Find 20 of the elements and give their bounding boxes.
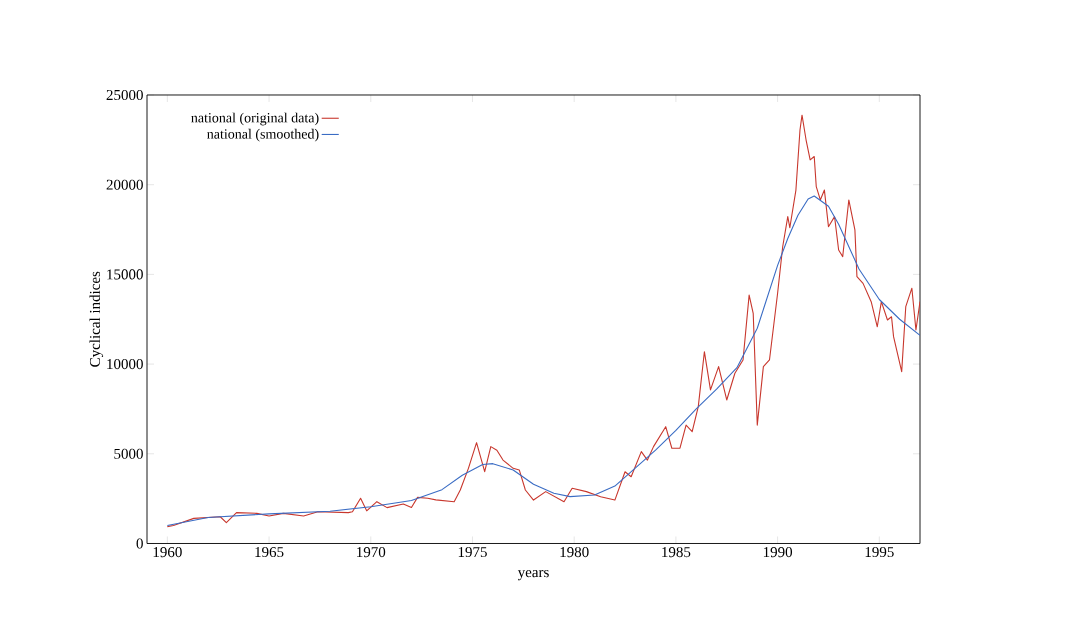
x-tick-label: 1995	[865, 547, 894, 558]
x-tick-label: 1960	[153, 547, 182, 558]
y-axis-title: Cyclical indices	[89, 271, 104, 367]
x-tick-label: 1980	[560, 547, 589, 558]
legend-label: national (smoothed)	[207, 128, 319, 142]
y-tick-label: 0	[136, 538, 143, 549]
x-tick-label: 1990	[763, 547, 793, 558]
line-series	[166, 195, 921, 527]
x-tick-label: 1965	[255, 547, 284, 558]
y-tick-label: 10000	[107, 359, 143, 370]
x-tick-label: 1975	[458, 547, 487, 558]
y-tick-label: 15000	[107, 269, 143, 280]
line-series	[166, 114, 921, 528]
y-tick-label: 20000	[106, 179, 143, 190]
y-tick-label: 25000	[106, 89, 143, 101]
x-tick-label: 1970	[357, 547, 386, 558]
y-tick-label: 5000	[114, 448, 143, 459]
x-axis-title: years	[517, 570, 549, 581]
legend-label: national (original data)	[191, 112, 319, 126]
x-tick-label: 1985	[662, 547, 691, 558]
